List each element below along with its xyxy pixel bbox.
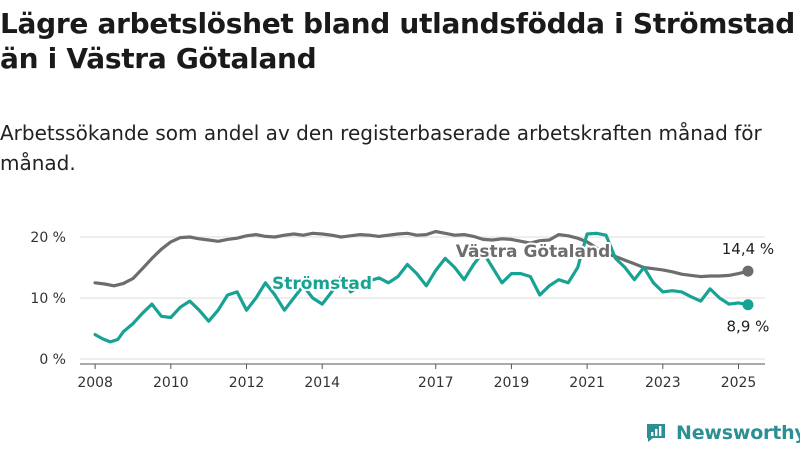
series-line-0 [93,229,750,288]
x-tick-label: 2014 [304,375,340,391]
series-labels: Västra Götaland Strömstad 14,4 % 8,9 % [270,238,776,338]
end-value-label-stromstad: 8,9 % [727,318,770,336]
newsworthy-logo-icon [647,424,665,442]
y-axis: 0 % 10 % 20 % [30,230,66,368]
y-tick-label: 0 % [39,352,66,368]
x-tick-label: 2025 [721,375,757,391]
x-tick-label: 2019 [494,375,530,391]
series-line-1 [93,231,750,344]
series-lines [93,229,754,344]
grid-lines [80,236,765,360]
x-tick-label: 2023 [645,375,681,391]
brand-logo[interactable]: Newsworthy [644,420,800,446]
series-end-point [742,299,754,311]
series-label-stromstad: Strömstad [272,274,372,294]
line-chart: 0 % 10 % 20 % 2008 2010 2012 2014 2017 2019 2021… [30,229,776,391]
series-end-point [742,265,754,277]
chart-title: Lägre arbetslöshet bland utlandsfödda i … [0,7,795,75]
end-value-label-vastra-gotaland: 14,4 % [722,240,774,258]
chart-subtitle: Arbetssökande som andel av den registerb… [0,121,762,175]
x-tick-label: 2012 [229,375,265,391]
brand-name: Newsworthy [676,422,800,444]
series-label-vastra-gotaland: Västra Götaland [456,242,611,262]
x-tick-label: 2008 [77,375,113,391]
y-tick-label: 10 % [30,291,66,307]
y-tick-label: 20 % [30,230,66,246]
x-tick-label: 2021 [569,375,605,391]
x-axis: 2008 2010 2012 2014 2017 2019 2021 2023 2025 [77,363,765,391]
x-tick-label: 2017 [418,375,454,391]
x-tick-label: 2010 [153,375,189,391]
